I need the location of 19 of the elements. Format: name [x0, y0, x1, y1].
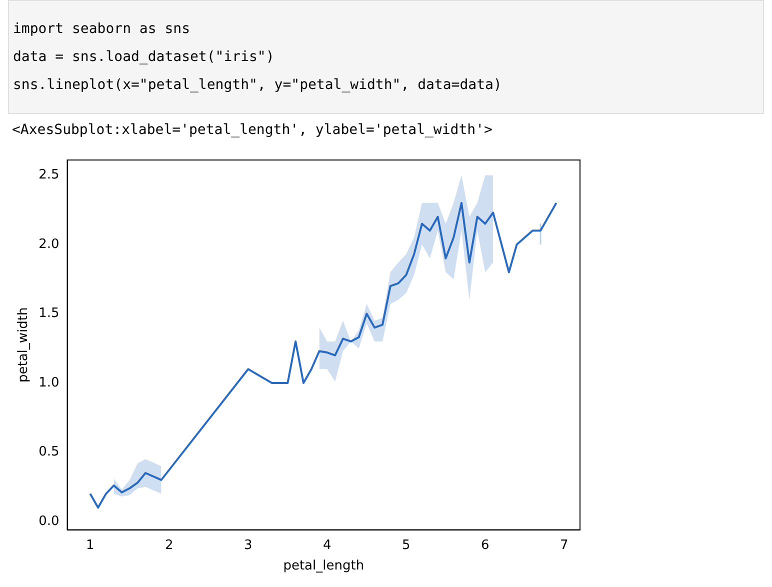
x-tick-label: 2 — [165, 538, 174, 553]
y-tick-label: 2.5 — [38, 168, 60, 183]
y-tick-label: 0.5 — [38, 444, 60, 460]
x-tick-label: 3 — [244, 538, 252, 553]
text: data = sns.load_dataset("iris") — [13, 49, 276, 65]
y-tick-label: 1.5 — [38, 306, 60, 322]
y-tick-label: 1.0 — [38, 375, 60, 390]
y-tick-label: 2.0 — [38, 236, 60, 252]
x-tick-label: 6 — [481, 538, 490, 553]
y-tick-label: 0.0 — [38, 514, 60, 529]
text: sns.lineplot(x="petal_length", y="petal_width", data=data) — [13, 77, 503, 93]
text: <AxesSubplot:xlabel='petal_length', ylabel='petal_width'> — [12, 122, 494, 138]
x-tick-label: 7 — [560, 538, 568, 553]
x-tick-label: 1 — [86, 538, 94, 553]
x-tick-label: 5 — [402, 538, 410, 553]
x-axis-title: petal_length — [283, 558, 364, 574]
x-tick-label: 4 — [323, 538, 332, 553]
y-axis-title: petal_width — [16, 307, 32, 383]
text: import seaborn as sns — [13, 21, 192, 37]
